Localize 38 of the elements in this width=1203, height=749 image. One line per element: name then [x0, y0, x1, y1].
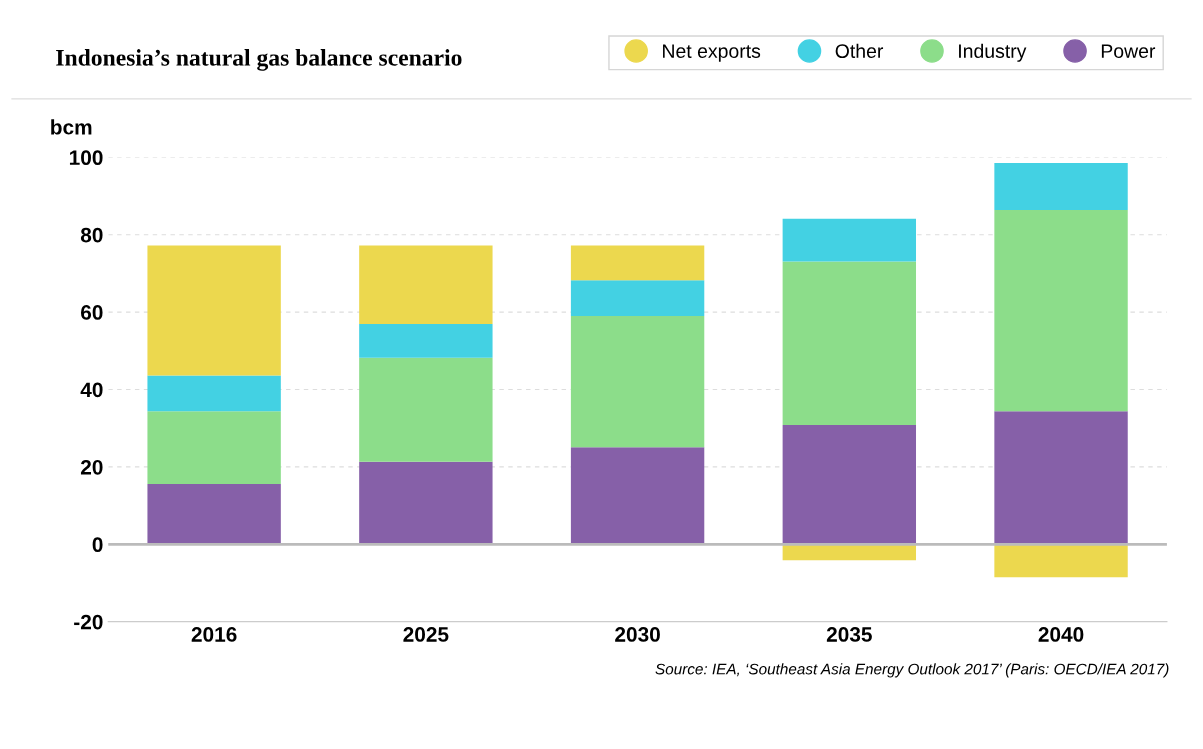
legend-label: Other — [835, 43, 884, 58]
x-tick-label: 2040 — [1038, 627, 1084, 642]
bar — [782, 218, 917, 262]
y-tick-label: 80 — [80, 227, 103, 243]
legend-label: Net exports — [663, 44, 761, 62]
y-tick-label: 60 — [81, 305, 103, 320]
y-tick-label: 40 — [80, 382, 103, 398]
bar — [147, 245, 281, 376]
bar — [359, 461, 493, 545]
bar — [994, 209, 1128, 412]
bar — [359, 324, 493, 358]
legend-label: Power — [1101, 44, 1156, 58]
chart-title: Indonesia’s natural gas balance scenario — [56, 49, 462, 71]
y-tick-label: 100 — [69, 150, 103, 166]
bar — [782, 425, 917, 545]
x-tick-label: 2025 — [403, 627, 449, 642]
bar — [359, 245, 493, 325]
x-tick-label: 2030 — [615, 627, 660, 642]
bar — [570, 280, 705, 316]
bar — [570, 447, 705, 545]
bar — [359, 357, 493, 462]
bar — [994, 411, 1128, 545]
bar — [994, 544, 1128, 578]
bar — [570, 315, 705, 448]
bar — [994, 163, 1128, 210]
y-axis-title: bcm — [51, 119, 92, 135]
bar — [570, 245, 705, 281]
bar — [147, 411, 281, 484]
y-tick-label: 0 — [92, 537, 103, 553]
x-tick-label: 2016 — [191, 627, 237, 642]
y-tick-label: -20 — [74, 614, 103, 630]
x-tick-label: 2035 — [826, 627, 872, 642]
bar — [782, 261, 917, 426]
bar — [147, 483, 281, 545]
y-tick-label: 20 — [80, 459, 103, 475]
legend-label: Industry — [959, 43, 1027, 62]
source-note: Source: IEA, ‘Southeast Asia Energy Outlook 2017’ (Paris: OECD/IEA 2017) — [655, 663, 1169, 678]
bar — [147, 375, 281, 412]
